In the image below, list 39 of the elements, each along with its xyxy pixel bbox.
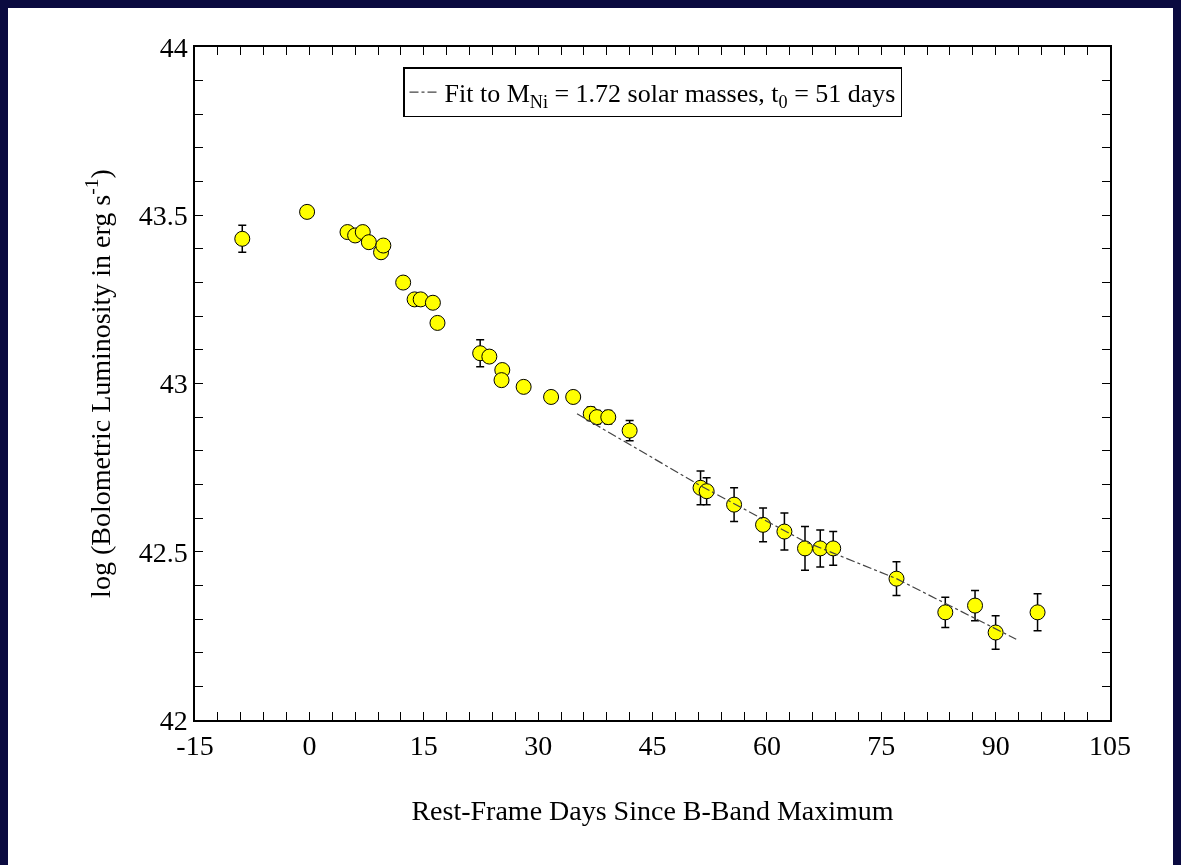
point	[967, 597, 984, 614]
point	[299, 203, 316, 220]
x-tick-label: 105	[1089, 730, 1131, 762]
point	[825, 540, 842, 557]
x-tick-label: 75	[867, 730, 896, 762]
x-tick-label: 30	[524, 730, 553, 762]
x-tick-label: 90	[981, 730, 1010, 762]
point	[234, 230, 251, 247]
point	[424, 294, 441, 311]
point	[429, 314, 446, 331]
y-tick-label: 43.5	[138, 200, 188, 232]
x-tick-label: 45	[638, 730, 667, 762]
point	[937, 604, 954, 621]
point	[776, 523, 793, 540]
point	[565, 388, 582, 405]
point	[395, 274, 412, 291]
point	[515, 378, 532, 395]
point	[698, 483, 715, 500]
point	[987, 624, 1004, 641]
x-tick-label: 60	[752, 730, 781, 762]
point	[797, 540, 813, 557]
point	[481, 348, 498, 365]
point	[726, 496, 743, 513]
x-axis-title: Rest-Frame Days Since B-Band Maximum	[411, 794, 894, 826]
legend-label: Fit to M$_{Ni}$ = 1.72 solar masses, t$_{0}$ = 51 days	[444, 79, 896, 112]
x-tick-label: 15	[409, 730, 438, 762]
y-tick-label: 44	[159, 31, 188, 63]
y-tick-label: 43	[159, 368, 188, 400]
y-tick-label: 42.5	[138, 536, 188, 568]
point	[755, 516, 772, 533]
x-tick-label: 0	[302, 730, 317, 762]
point	[375, 237, 392, 254]
point	[543, 388, 560, 405]
point	[493, 372, 510, 389]
point	[360, 234, 377, 251]
point	[888, 570, 905, 587]
point	[412, 291, 429, 308]
point	[1029, 604, 1046, 621]
line-series	[576, 413, 1017, 640]
